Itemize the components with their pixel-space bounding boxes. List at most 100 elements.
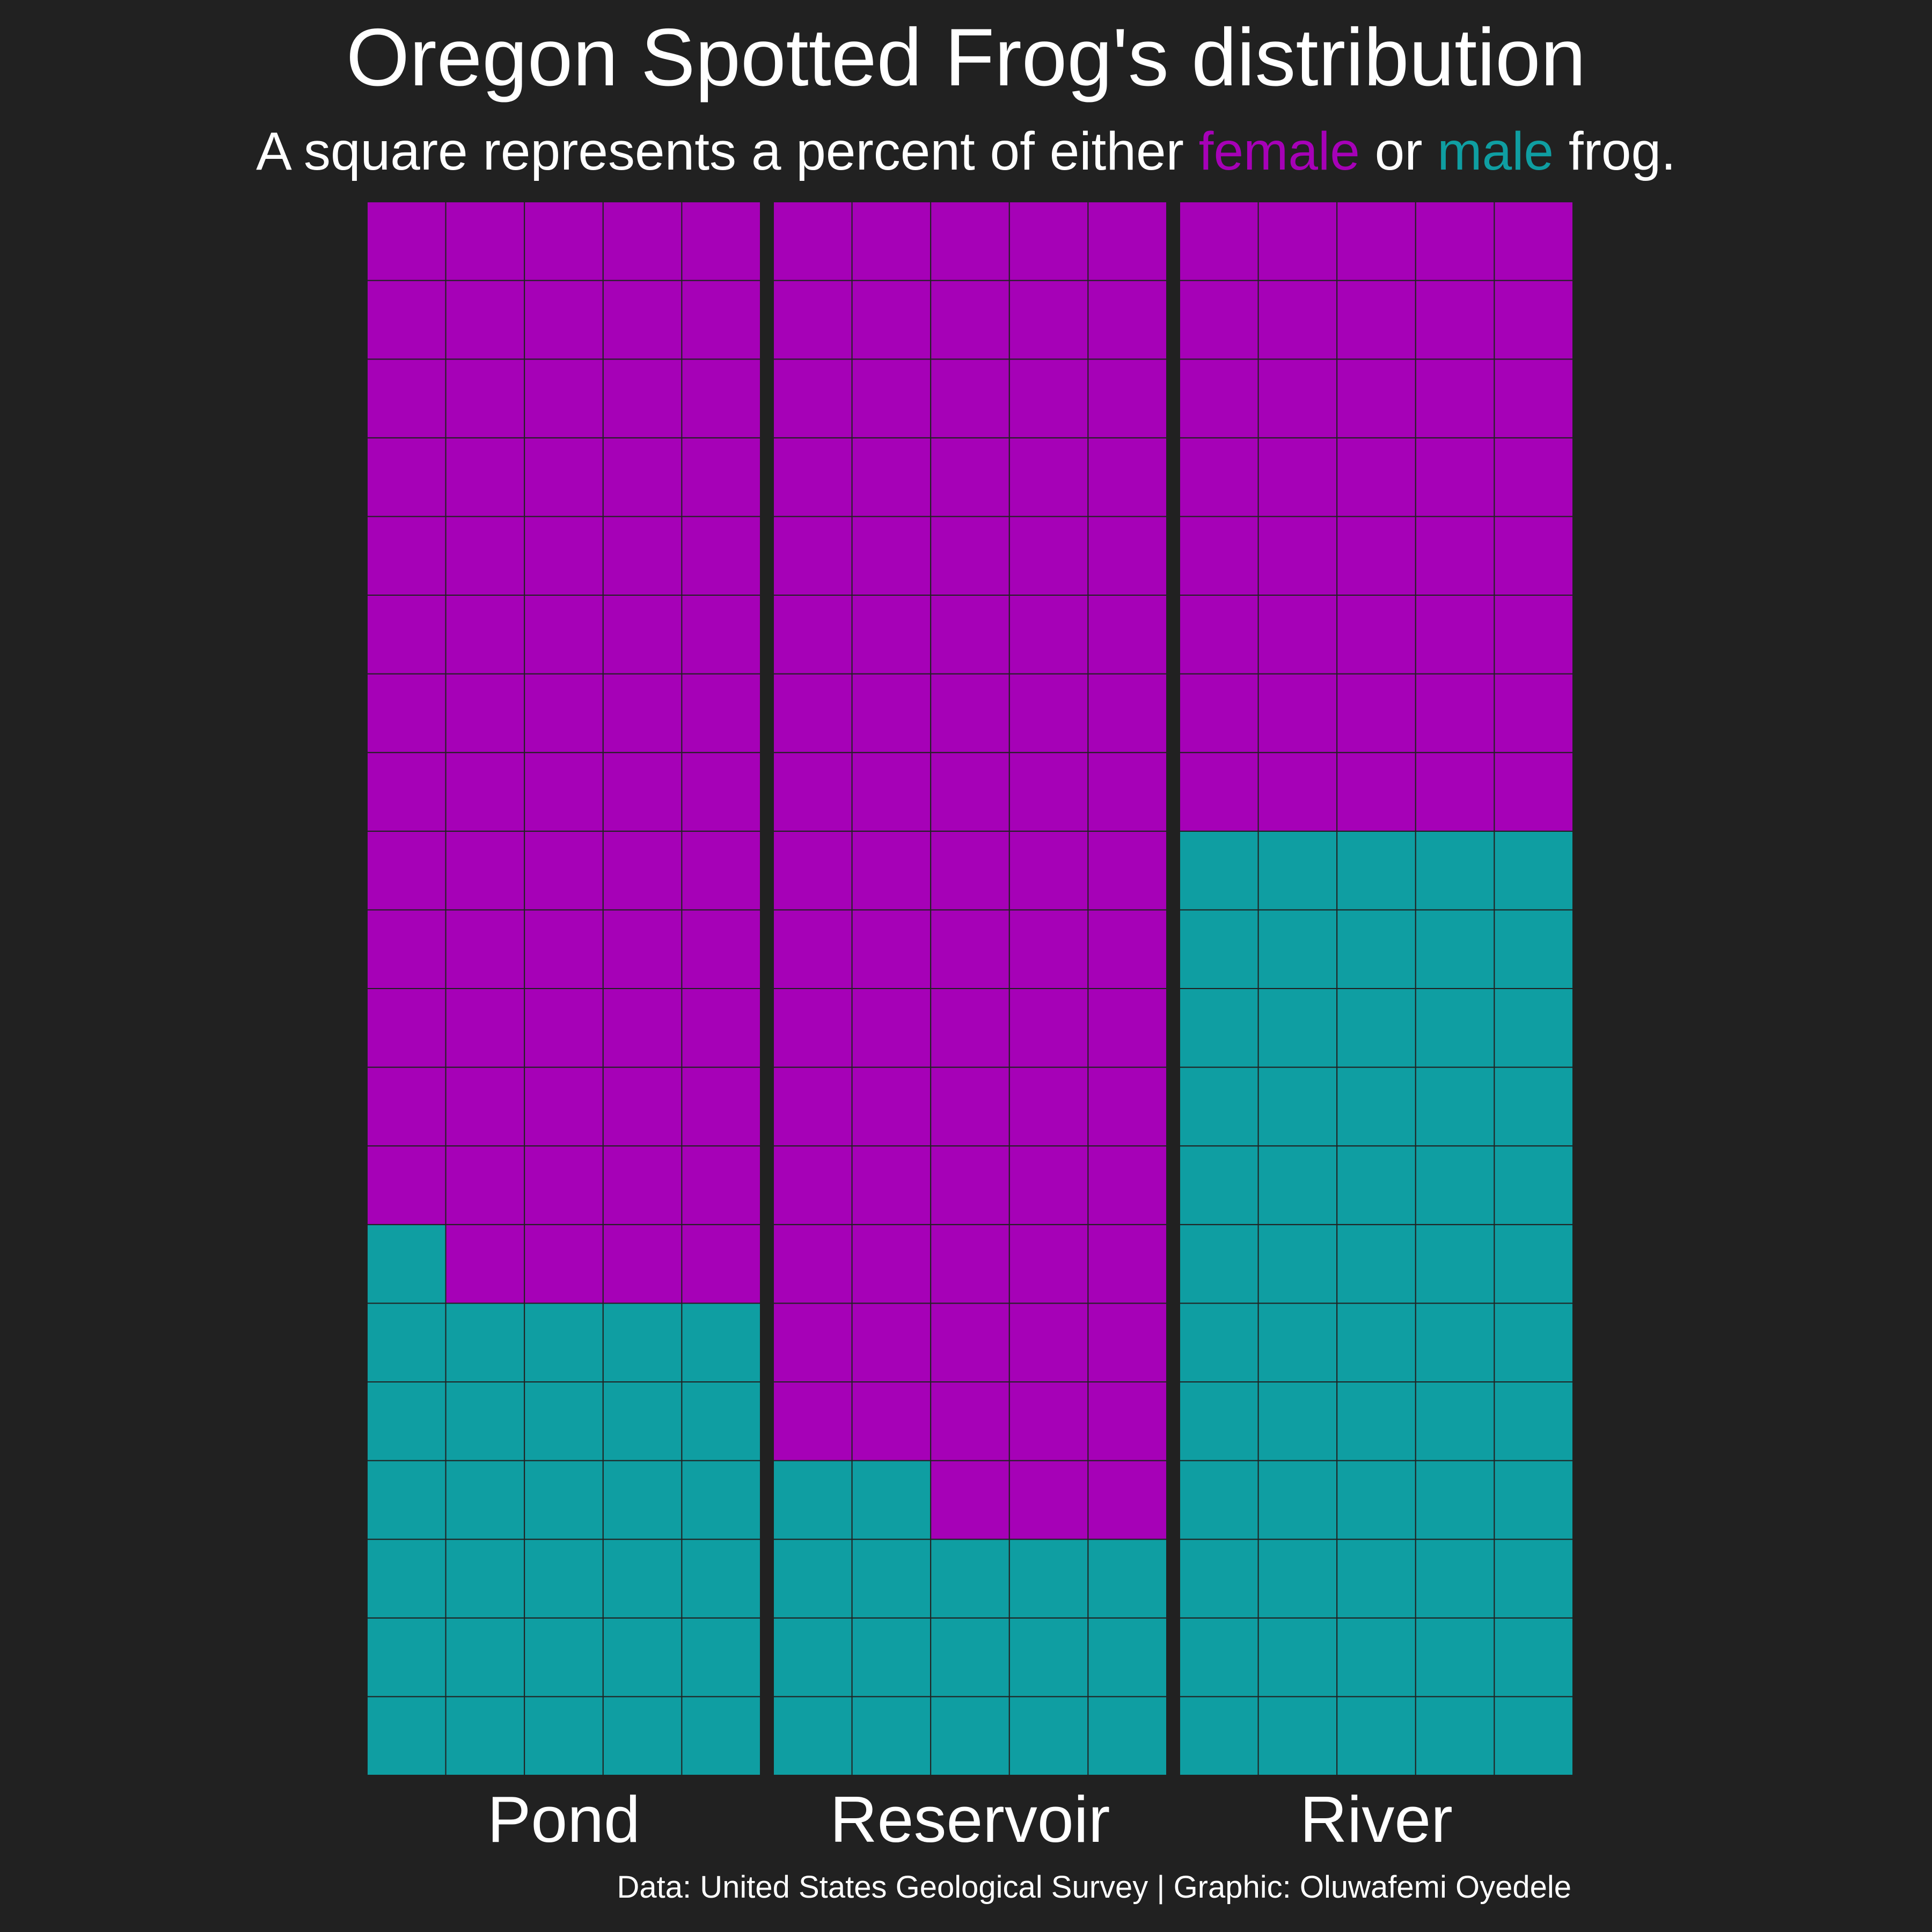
female-square-reservoir bbox=[1087, 1460, 1168, 1540]
female-square-pond bbox=[681, 280, 762, 360]
female-square-reservoir bbox=[851, 752, 932, 832]
female-square-reservoir bbox=[773, 830, 853, 911]
female-square-reservoir bbox=[1087, 201, 1168, 281]
male-square-pond bbox=[445, 1696, 525, 1776]
female-square-river bbox=[1257, 595, 1338, 675]
female-square-reservoir bbox=[1008, 673, 1089, 753]
male-square-river bbox=[1494, 1066, 1574, 1147]
male-square-river bbox=[1257, 1145, 1338, 1225]
male-square-pond bbox=[681, 1696, 762, 1776]
female-square-river bbox=[1494, 358, 1574, 438]
female-square-pond bbox=[681, 358, 762, 438]
female-square-river bbox=[1257, 201, 1338, 281]
female-square-reservoir bbox=[1008, 280, 1089, 360]
female-square-river bbox=[1257, 437, 1338, 517]
female-square-reservoir bbox=[1008, 437, 1089, 517]
male-square-pond bbox=[602, 1539, 683, 1619]
female-square-river bbox=[1336, 358, 1416, 438]
female-square-pond bbox=[524, 1224, 604, 1304]
female-square-pond bbox=[602, 201, 683, 281]
female-square-river bbox=[1415, 516, 1495, 596]
female-square-pond bbox=[602, 752, 683, 832]
male-square-river bbox=[1257, 1302, 1338, 1382]
male-square-river bbox=[1494, 988, 1574, 1068]
legend-male: male bbox=[1437, 121, 1554, 181]
female-square-pond bbox=[367, 1066, 447, 1147]
female-square-pond bbox=[602, 1145, 683, 1225]
female-square-reservoir bbox=[1087, 1302, 1168, 1382]
female-square-reservoir bbox=[1087, 1381, 1168, 1461]
female-square-reservoir bbox=[1087, 909, 1168, 990]
female-square-reservoir bbox=[851, 516, 932, 596]
male-square-river bbox=[1257, 1696, 1338, 1776]
female-square-reservoir bbox=[1008, 1066, 1089, 1147]
female-square-river bbox=[1494, 673, 1574, 753]
female-square-reservoir bbox=[1087, 752, 1168, 832]
female-square-reservoir bbox=[930, 988, 1010, 1068]
male-square-river bbox=[1179, 830, 1259, 911]
male-square-pond bbox=[602, 1381, 683, 1461]
female-square-reservoir bbox=[930, 752, 1010, 832]
male-square-pond bbox=[681, 1302, 762, 1382]
female-square-pond bbox=[445, 358, 525, 438]
female-square-pond bbox=[602, 280, 683, 360]
male-square-river bbox=[1336, 1066, 1416, 1147]
female-square-river bbox=[1415, 201, 1495, 281]
male-square-river bbox=[1336, 830, 1416, 911]
female-square-river bbox=[1336, 516, 1416, 596]
female-square-reservoir bbox=[773, 595, 853, 675]
male-square-river bbox=[1494, 1460, 1574, 1540]
tick-label-river: River bbox=[1300, 1783, 1453, 1856]
male-square-pond bbox=[367, 1302, 447, 1382]
chart-title: Oregon Spotted Frog's distribution bbox=[346, 12, 1586, 103]
male-square-pond bbox=[524, 1381, 604, 1461]
female-square-reservoir bbox=[1008, 516, 1089, 596]
male-square-reservoir bbox=[773, 1460, 853, 1540]
male-square-pond bbox=[367, 1224, 447, 1304]
female-square-reservoir bbox=[930, 516, 1010, 596]
female-square-reservoir bbox=[773, 516, 853, 596]
female-square-reservoir bbox=[851, 909, 932, 990]
female-square-pond bbox=[367, 1145, 447, 1225]
chart-subtitle: A square represents a percent of either … bbox=[0, 120, 1932, 182]
female-square-reservoir bbox=[773, 988, 853, 1068]
male-square-river bbox=[1494, 909, 1574, 990]
female-square-pond bbox=[602, 830, 683, 911]
male-square-reservoir bbox=[773, 1539, 853, 1619]
male-square-pond bbox=[602, 1696, 683, 1776]
male-square-pond bbox=[602, 1302, 683, 1382]
female-square-pond bbox=[602, 1224, 683, 1304]
female-square-river bbox=[1179, 752, 1259, 832]
female-square-reservoir bbox=[930, 1381, 1010, 1461]
female-square-river bbox=[1494, 595, 1574, 675]
female-square-reservoir bbox=[851, 1381, 932, 1461]
male-square-pond bbox=[681, 1381, 762, 1461]
female-square-reservoir bbox=[1008, 909, 1089, 990]
female-square-reservoir bbox=[930, 437, 1010, 517]
male-square-river bbox=[1415, 1302, 1495, 1382]
male-square-reservoir bbox=[851, 1617, 932, 1697]
male-square-river bbox=[1494, 1696, 1574, 1776]
female-square-reservoir bbox=[930, 673, 1010, 753]
female-square-reservoir bbox=[851, 437, 932, 517]
female-square-river bbox=[1494, 437, 1574, 517]
female-square-pond bbox=[524, 1145, 604, 1225]
male-square-pond bbox=[445, 1381, 525, 1461]
female-square-river bbox=[1336, 201, 1416, 281]
female-square-reservoir bbox=[1087, 673, 1168, 753]
female-square-pond bbox=[524, 673, 604, 753]
female-square-reservoir bbox=[773, 673, 853, 753]
female-square-river bbox=[1336, 280, 1416, 360]
male-square-pond bbox=[681, 1460, 762, 1540]
male-square-river bbox=[1257, 1617, 1338, 1697]
male-square-river bbox=[1336, 1224, 1416, 1304]
female-square-reservoir bbox=[773, 1302, 853, 1382]
female-square-reservoir bbox=[930, 358, 1010, 438]
female-square-pond bbox=[367, 516, 447, 596]
female-square-pond bbox=[524, 595, 604, 675]
male-square-river bbox=[1179, 1302, 1259, 1382]
female-square-reservoir bbox=[1008, 1381, 1089, 1461]
female-square-reservoir bbox=[1087, 358, 1168, 438]
male-square-pond bbox=[681, 1617, 762, 1697]
